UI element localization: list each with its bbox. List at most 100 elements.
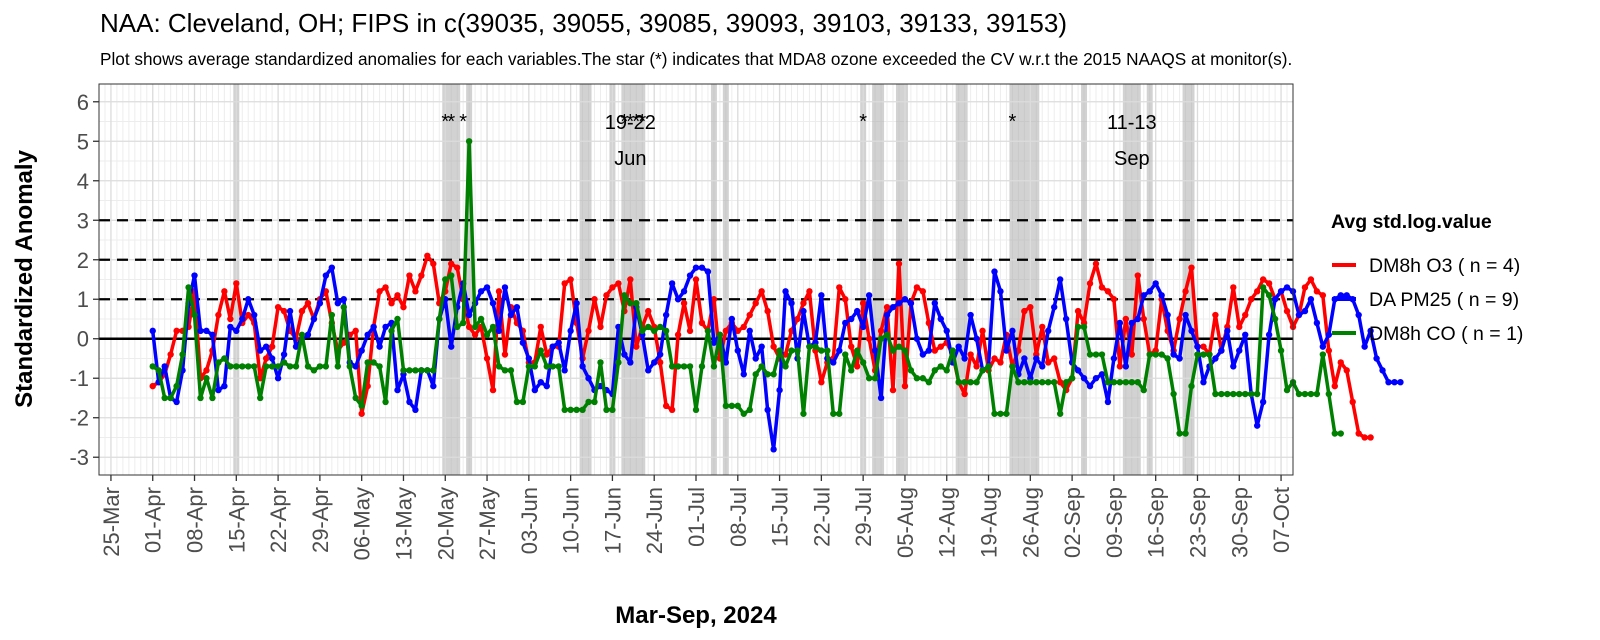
data-point [913,284,921,291]
data-point [376,343,383,350]
data-point [889,347,897,354]
data-point [919,351,927,358]
data-point [788,347,795,354]
data-point [1188,327,1195,335]
data-point [394,315,401,323]
data-point [274,303,282,311]
data-point [680,299,688,307]
data-point [1182,430,1189,437]
data-point [1367,327,1374,335]
data-point [919,288,927,295]
data-point [316,363,324,370]
data-point [842,351,849,358]
data-point [1361,434,1368,441]
data-point [621,292,628,299]
data-point [531,386,539,394]
data-point [1206,351,1213,358]
data-point [292,343,300,350]
data-point [931,299,938,307]
data-point [842,296,849,303]
data-point [1349,398,1356,406]
data-point [1259,284,1267,291]
data-point [895,299,903,307]
data-point [591,398,598,406]
data-point [1265,292,1273,299]
data-point [1361,343,1368,350]
data-point [639,327,646,335]
data-point [268,355,276,362]
data-point [304,331,312,338]
data-point [1104,378,1112,386]
data-point [418,367,425,374]
data-point [656,351,664,358]
data-point [298,331,306,338]
data-point [961,378,968,386]
data-point [1003,410,1010,417]
highlight-band [955,84,968,475]
data-point [734,327,741,335]
data-point [239,363,246,370]
data-point [1325,390,1333,398]
data-point [507,311,515,319]
data-point [770,446,777,453]
data-point [256,375,264,382]
data-point [859,299,867,307]
data-point [388,299,395,307]
data-point [334,299,341,307]
data-point [1236,323,1243,331]
data-point [585,327,592,335]
data-point [913,375,921,382]
exceedance-star: * [447,111,455,133]
data-point [662,402,670,410]
x-tick-label: 17-Jun [600,487,625,554]
data-point [310,367,318,374]
x-tick-label: 07-Oct [1269,487,1294,553]
data-point [865,375,873,382]
data-point [1104,398,1112,406]
data-point [1051,355,1058,362]
data-point [1248,390,1255,398]
data-point [495,363,503,370]
data-point [507,367,515,374]
data-point [465,323,473,331]
data-point [388,327,395,335]
data-point [1176,430,1183,437]
data-point [215,359,222,366]
data-point [1051,303,1058,311]
data-point [1307,390,1315,398]
highlight-band [722,84,729,475]
data-point [513,398,521,406]
data-point [710,339,718,346]
x-tick-label: 23-Sep [1186,487,1211,558]
data-point [627,299,634,307]
data-point [286,363,294,370]
data-point [686,363,694,370]
legend-label: DA PM25 ( n = 9) [1369,289,1519,311]
data-point [376,288,383,295]
data-point [674,296,682,303]
data-point [1319,292,1327,299]
data-point [1080,323,1088,331]
data-point [280,307,288,315]
x-tick-label: 09-Sep [1102,487,1127,558]
y-tick-label: 4 [77,169,89,194]
data-point [1134,272,1141,279]
x-tick-label: 03-Jun [517,487,542,554]
data-point [740,410,747,417]
x-tick-label: 20-May [433,487,458,560]
data-point [1021,355,1028,362]
data-point [448,343,455,350]
data-point [1098,371,1106,378]
data-point [531,363,539,370]
legend-title: Avg std.log.value [1331,211,1492,233]
data-point [1039,323,1046,331]
data-point [525,363,533,370]
data-point [489,323,497,331]
data-point [268,363,276,370]
data-point [973,335,980,342]
data-point [406,367,413,374]
data-point [209,331,216,338]
data-point [406,272,413,279]
data-point [489,299,497,307]
data-point [1385,378,1392,386]
